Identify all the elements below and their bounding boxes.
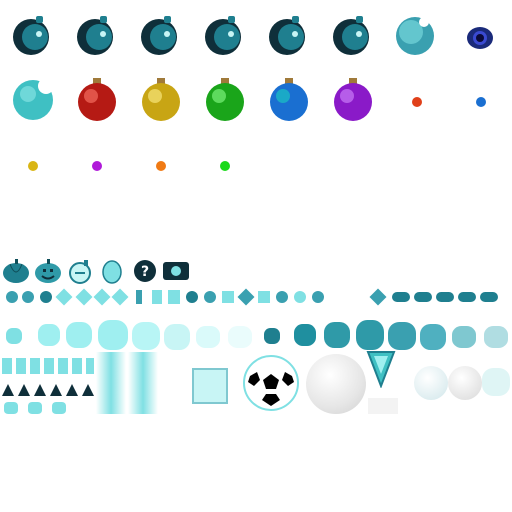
ice-block-icon (192, 368, 228, 404)
gold-ornament-icon (138, 76, 184, 122)
bomb-glass-icon (66, 258, 94, 284)
bomb-icon (74, 14, 116, 56)
splash-icon (6, 328, 22, 344)
candy-icon (458, 292, 476, 302)
arrow-icon (111, 288, 129, 306)
pumpkin-icon (2, 258, 30, 284)
mystery-question-icon: ? (132, 258, 158, 284)
splash-icon (228, 326, 252, 348)
bow-icon (222, 291, 234, 303)
snowball-icon (306, 354, 366, 414)
white-ball-icon (448, 366, 482, 400)
purple-dot-icon (92, 161, 102, 171)
splash-icon (164, 324, 190, 350)
water-curtain-icon (128, 352, 158, 414)
wave-icon (258, 291, 270, 303)
green-ornament-icon (202, 76, 248, 122)
leaf-icon (4, 402, 18, 414)
bomb-icon (202, 14, 244, 56)
water-curtain-icon (96, 352, 126, 414)
red-ornament-icon (74, 76, 120, 122)
bar-icon (136, 290, 142, 304)
splash-dark-icon (324, 322, 350, 348)
splash-icon (98, 320, 128, 350)
cluster-icon (312, 291, 324, 303)
arrow-icon (34, 384, 46, 396)
blue-ornament-icon (266, 76, 312, 122)
orange-dot-icon (156, 161, 166, 171)
candy-icon (436, 292, 454, 302)
arrow-icon (75, 288, 93, 306)
splash-dark-icon (452, 326, 476, 348)
flower-icon (186, 291, 198, 303)
arrow-icon (66, 384, 78, 396)
snow-globe-icon (414, 366, 448, 400)
egg-icon (100, 258, 124, 284)
bomb-icon (266, 14, 308, 56)
shield-icon (366, 350, 396, 388)
gem-icon (40, 291, 52, 303)
splash-dark-icon (356, 320, 384, 350)
teal-bitten-orb-icon (10, 76, 56, 122)
gem-icon (22, 291, 34, 303)
cluster-icon (276, 291, 288, 303)
splash-dark-icon (388, 322, 416, 350)
flower-icon (204, 291, 216, 303)
lace-icon (368, 398, 398, 414)
splash-dark-icon (264, 328, 280, 344)
bar-icon (168, 290, 180, 304)
splash-dark-icon (294, 324, 316, 346)
red-dot-icon (412, 97, 422, 107)
bomb-icon (330, 14, 372, 56)
soccer-ball-icon (242, 354, 300, 412)
bomb-icon (10, 14, 52, 56)
splash-dark-icon (420, 324, 446, 350)
jack-o-lantern-icon (34, 258, 62, 284)
star-icon (237, 288, 255, 306)
radio-device-icon (162, 260, 190, 282)
eye-orb-icon (466, 26, 494, 50)
splash-icon (66, 322, 92, 348)
gold-dot-icon (28, 161, 38, 171)
arrow-icon (82, 384, 94, 396)
bomb-icon (138, 14, 180, 56)
blue-dot-icon (476, 97, 486, 107)
arrow-icon (18, 384, 30, 396)
bar-icon (152, 290, 162, 304)
arrow-icon (2, 384, 14, 396)
purple-ornament-icon (330, 76, 376, 122)
leaf-icon (28, 402, 42, 414)
arrow-icon (55, 288, 73, 306)
candy-icon (480, 292, 498, 302)
gem-icon (6, 291, 18, 303)
candy-icon (392, 292, 410, 302)
green-dot-icon (220, 161, 230, 171)
splash-dark-icon (484, 326, 508, 348)
candy-icon (369, 288, 387, 306)
splash-icon (132, 322, 160, 350)
splash-icon (38, 324, 60, 346)
candy-icon (414, 292, 432, 302)
svg-text:?: ? (141, 264, 149, 280)
cluster-icon (294, 291, 306, 303)
splash-icon (196, 326, 220, 348)
leaf-icon (52, 402, 66, 414)
arrow-icon (93, 288, 111, 306)
snow-splash-icon (482, 368, 510, 396)
chain-icon (2, 358, 94, 374)
arrow-icon (50, 384, 62, 396)
teal-orb-icon (394, 14, 436, 56)
